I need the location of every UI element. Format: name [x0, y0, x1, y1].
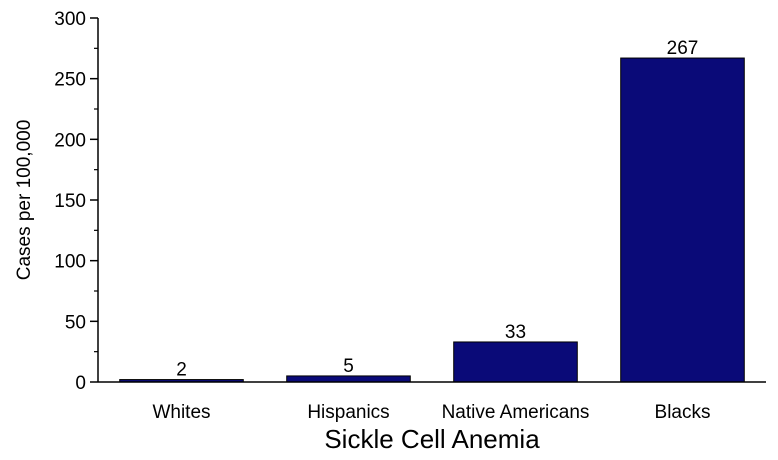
- y-tick-label: 50: [65, 312, 86, 333]
- bar-data-label: 5: [343, 356, 354, 377]
- x-category-label: Native Americans: [442, 402, 590, 423]
- y-tick-label: 250: [54, 70, 86, 91]
- bar-blacks: [620, 57, 745, 383]
- bars-layer: [119, 57, 745, 383]
- y-tick-label: 300: [54, 9, 86, 30]
- bar-data-label: 33: [505, 322, 526, 343]
- y-tick-label: 200: [54, 130, 86, 151]
- y-tick-label: 150: [54, 191, 86, 212]
- y-ticks: 0 50 100 150 200 250 300: [54, 9, 98, 394]
- x-category-label: Blacks: [655, 402, 711, 423]
- x-category-label: Hispanics: [307, 402, 389, 423]
- bar-native-americans: [453, 341, 578, 383]
- bar-data-label: 267: [667, 38, 699, 59]
- x-category-label: Whites: [152, 402, 210, 423]
- bar-data-label: 2: [176, 360, 187, 381]
- y-tick-label: 0: [75, 373, 86, 394]
- x-axis-title: Sickle Cell Anemia: [324, 424, 540, 454]
- y-tick-label: 100: [54, 252, 86, 273]
- labels-layer: 2 Whites 5 Hispanics 33 Native Americans 267 Bl…: [152, 38, 710, 423]
- y-axis-title: Cases per 100,000: [14, 120, 35, 281]
